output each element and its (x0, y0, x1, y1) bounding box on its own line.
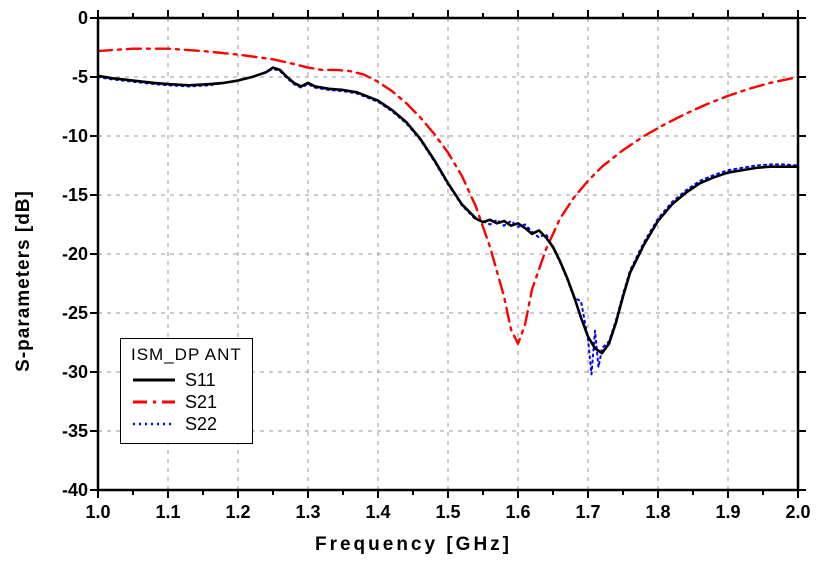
x-tick-label: 1.7 (575, 502, 600, 523)
x-tick-label: 1.4 (365, 502, 390, 523)
legend-swatch-s22 (131, 415, 177, 433)
legend-swatch-s11 (131, 371, 177, 389)
plot-svg (0, 0, 827, 562)
y-tick-label: -5 (38, 67, 88, 88)
x-tick-label: 1.3 (295, 502, 320, 523)
y-tick-label: -10 (38, 126, 88, 147)
series-s22 (98, 69, 798, 375)
x-axis-label: Frequency [GHz] (315, 534, 512, 556)
y-axis-label: S-parameters [dB] (13, 190, 35, 372)
y-tick-label: 0 (38, 8, 88, 29)
y-tick-label: -25 (38, 303, 88, 324)
x-tick-label: 1.1 (155, 502, 180, 523)
x-tick-label: 1.6 (505, 502, 530, 523)
x-tick-label: 1.5 (435, 502, 460, 523)
legend-row-s11: S11 (131, 369, 242, 391)
legend-label-s21: S21 (185, 392, 217, 413)
x-tick-label: 1.8 (645, 502, 670, 523)
x-tick-label: 2.0 (785, 502, 810, 523)
y-tick-label: -15 (38, 185, 88, 206)
legend-swatch-s21 (131, 393, 177, 411)
y-tick-label: -20 (38, 244, 88, 265)
legend: ISM_DP ANT S11S21S22 (120, 338, 253, 444)
legend-title: ISM_DP ANT (131, 345, 242, 365)
legend-label-s11: S11 (185, 370, 216, 391)
x-tick-label: 1.9 (715, 502, 740, 523)
legend-row-s22: S22 (131, 413, 242, 435)
y-tick-label: -40 (38, 480, 88, 501)
legend-label-s22: S22 (185, 414, 217, 435)
x-tick-label: 1.2 (225, 502, 250, 523)
y-tick-label: -35 (38, 421, 88, 442)
legend-rows: S11S21S22 (131, 369, 242, 435)
y-tick-label: -30 (38, 362, 88, 383)
legend-row-s21: S21 (131, 391, 242, 413)
sparam-chart: S-parameters [dB] Frequency [GHz] 1.0 1.1… (0, 0, 827, 562)
x-tick-label: 1.0 (85, 502, 110, 523)
